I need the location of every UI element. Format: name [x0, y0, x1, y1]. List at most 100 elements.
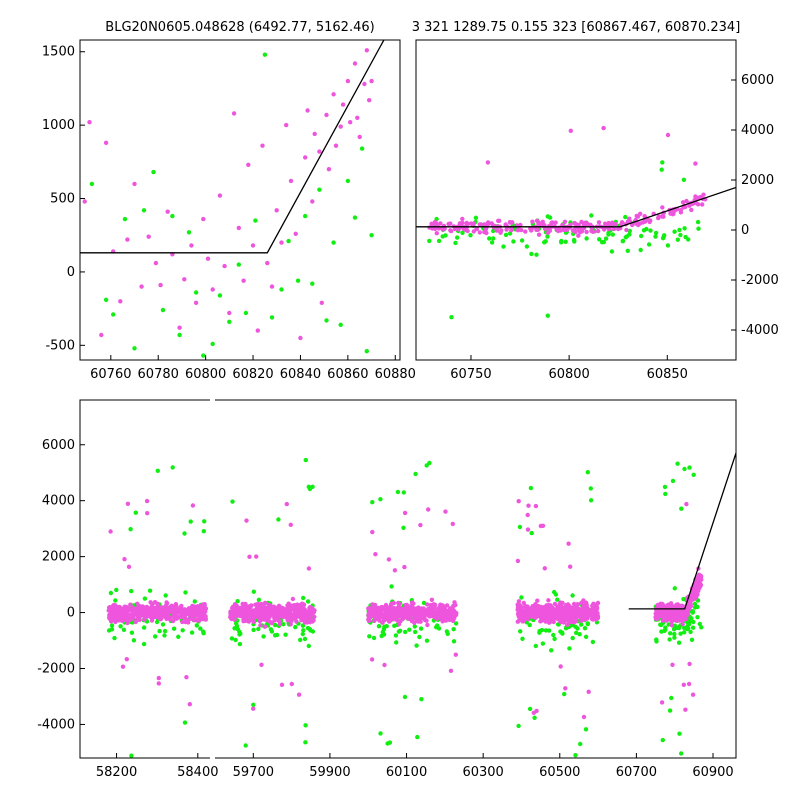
green-point [699, 625, 704, 630]
green-point [201, 353, 206, 358]
magenta-point [381, 606, 386, 612]
magenta-point [114, 609, 119, 614]
green-point [682, 466, 687, 472]
magenta-point [448, 228, 453, 233]
green-point [570, 593, 575, 598]
panel-c-seg1-xtick-label: 58400 [177, 765, 218, 780]
green-point [253, 218, 258, 223]
magenta-point [242, 611, 248, 616]
magenta-point [265, 260, 270, 266]
magenta-point [246, 162, 251, 167]
magenta-point [660, 601, 665, 607]
green-point [588, 486, 593, 491]
magenta-point [392, 568, 398, 573]
magenta-point [694, 582, 699, 587]
green-point [653, 230, 659, 236]
magenta-point [525, 512, 530, 518]
magenta-point [158, 610, 163, 616]
magenta-point [635, 214, 641, 219]
magenta-point [310, 610, 316, 615]
magenta-point [596, 220, 602, 225]
green-point [575, 626, 580, 631]
magenta-point [523, 607, 528, 612]
magenta-point [291, 603, 296, 608]
green-point [378, 731, 383, 736]
axis-break-top [210, 398, 215, 402]
green-point [519, 595, 524, 600]
green-point [310, 281, 315, 286]
magenta-point [437, 605, 442, 610]
magenta-point [164, 607, 169, 612]
green-point [427, 238, 432, 244]
green-point [305, 599, 311, 604]
green-point [235, 626, 240, 632]
green-point [641, 228, 647, 233]
magenta-point [588, 222, 593, 227]
magenta-point [355, 115, 360, 121]
magenta-point [531, 611, 537, 616]
magenta-point [516, 599, 522, 604]
magenta-point [366, 617, 371, 622]
magenta-point [489, 221, 494, 226]
magenta-point [536, 232, 542, 237]
magenta-point [531, 710, 536, 715]
green-point [201, 529, 206, 534]
panel-c-seg2-xtick-label: 60100 [386, 765, 427, 780]
magenta-point [525, 527, 531, 532]
magenta-point [300, 614, 305, 619]
magenta-point [611, 226, 617, 232]
magenta-point [153, 260, 159, 266]
magenta-point [494, 228, 499, 233]
magenta-point [656, 214, 661, 219]
magenta-point [170, 614, 175, 619]
magenta-point [241, 619, 246, 624]
magenta-point [537, 606, 542, 611]
green-point [378, 497, 383, 502]
magenta-point [450, 618, 456, 623]
green-point [274, 632, 280, 638]
magenta-point [575, 607, 580, 612]
green-point [570, 635, 575, 641]
magenta-point [178, 605, 183, 610]
magenta-point [503, 222, 508, 227]
green-point [129, 588, 134, 594]
magenta-point [551, 616, 556, 622]
magenta-point [222, 263, 227, 269]
magenta-point [586, 689, 591, 694]
green-point [89, 181, 95, 187]
magenta-point [665, 132, 671, 138]
green-point [122, 216, 128, 222]
magenta-point [345, 78, 351, 84]
green-point [369, 233, 374, 238]
green-point [370, 500, 375, 505]
green-point [160, 307, 166, 313]
green-point [141, 208, 147, 213]
magenta-point [485, 160, 491, 165]
magenta-point [197, 610, 202, 615]
magenta-point [158, 617, 163, 622]
green-point [419, 697, 424, 702]
magenta-point [558, 613, 564, 618]
magenta-point [440, 619, 445, 624]
green-point [154, 619, 160, 625]
green-point [518, 629, 523, 634]
green-point [690, 625, 696, 630]
green-point [610, 232, 615, 237]
green-point [686, 626, 691, 631]
green-point [396, 629, 402, 634]
panel-c-frame [79, 399, 737, 759]
magenta-point [169, 606, 174, 612]
magenta-point [369, 78, 374, 84]
magenta-point [630, 222, 635, 228]
green-point [551, 632, 556, 638]
panel-a-ytick-label: 500 [50, 192, 75, 207]
green-point [675, 237, 680, 242]
magenta-point [305, 609, 311, 615]
magenta-point [124, 612, 129, 618]
magenta-point [210, 287, 215, 292]
panel-c-seg2-xtick-label: 60700 [616, 765, 657, 780]
magenta-point [122, 557, 127, 562]
magenta-point [199, 606, 205, 611]
magenta-point [477, 230, 482, 235]
magenta-point [286, 607, 291, 612]
